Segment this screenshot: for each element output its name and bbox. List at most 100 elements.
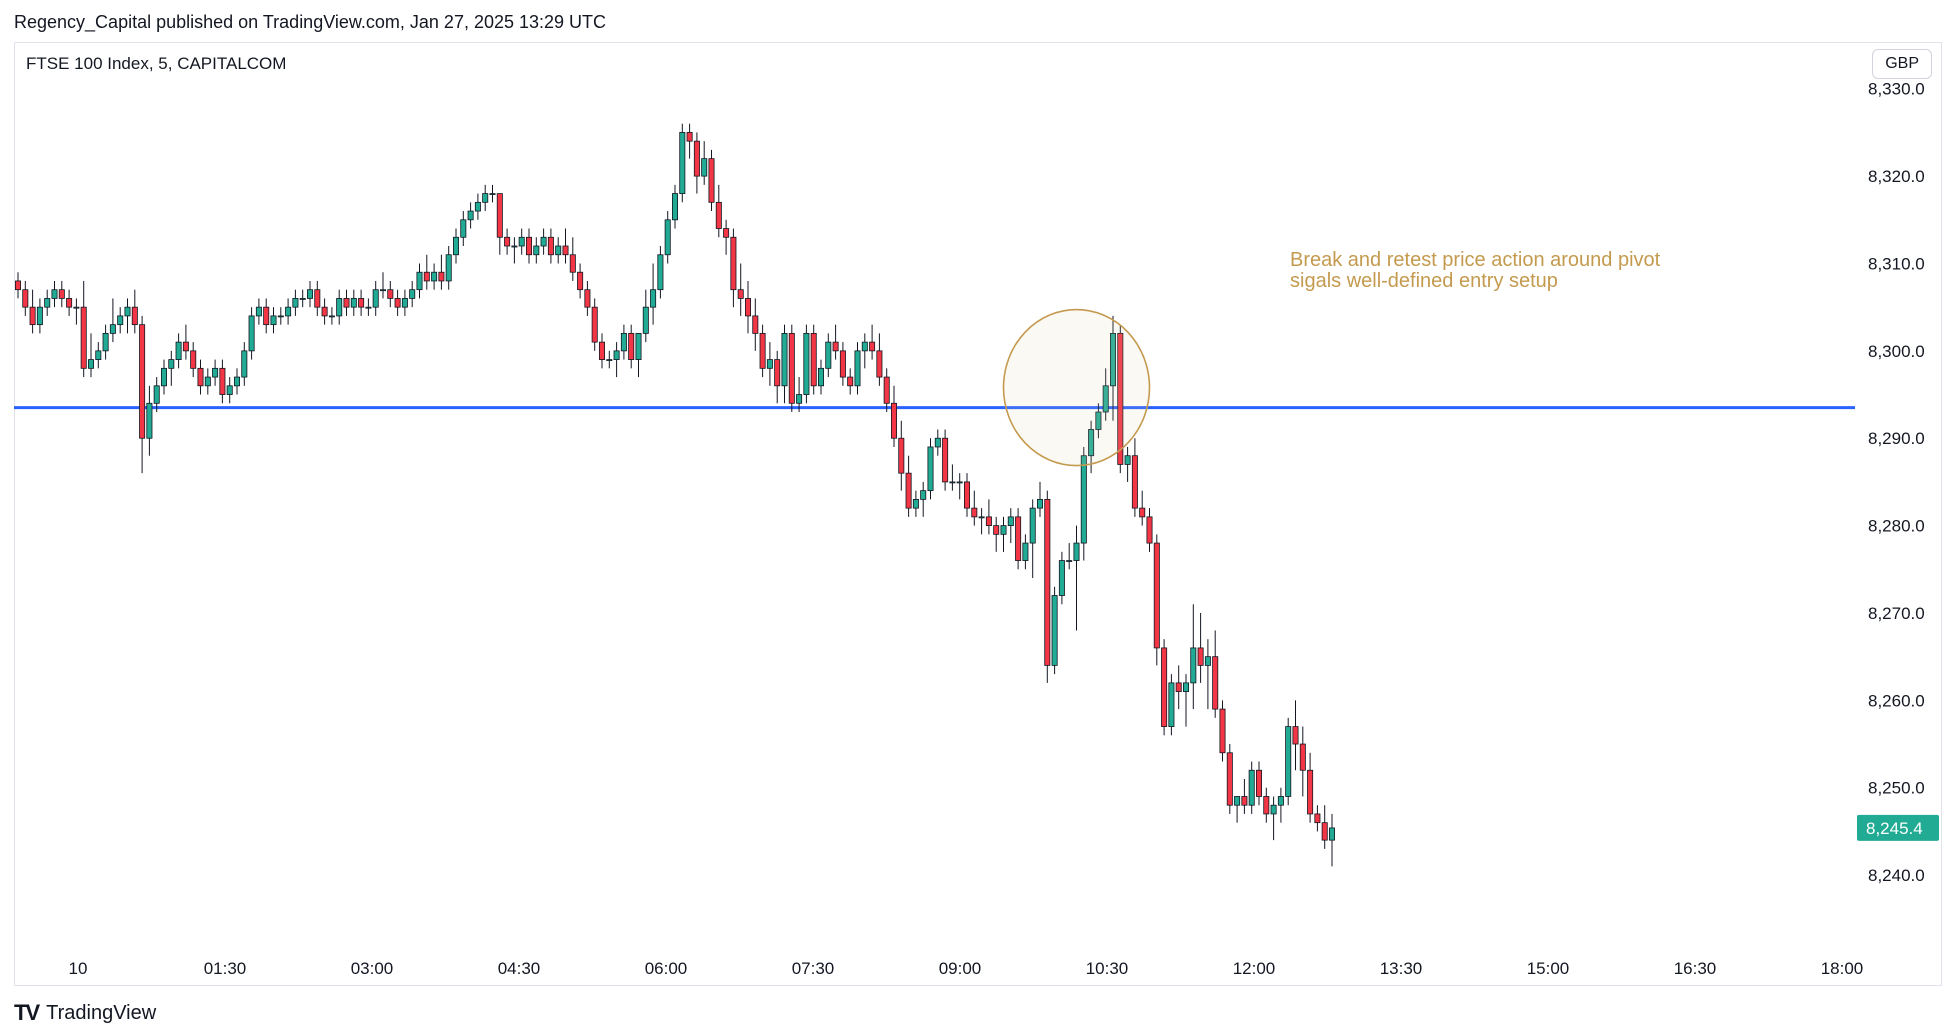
candle-body bbox=[1095, 411, 1102, 430]
candle-body bbox=[847, 376, 854, 387]
candle bbox=[701, 141, 708, 185]
candle bbox=[1248, 761, 1255, 814]
candle-body bbox=[255, 306, 262, 317]
candle bbox=[248, 307, 255, 360]
candle bbox=[803, 324, 810, 404]
candle bbox=[504, 228, 511, 255]
candle bbox=[1153, 534, 1160, 666]
candle-body bbox=[88, 359, 95, 369]
candle-body bbox=[759, 332, 766, 369]
candle bbox=[175, 333, 182, 369]
candle-body bbox=[752, 315, 759, 334]
candle bbox=[971, 490, 978, 526]
candle bbox=[891, 385, 898, 447]
candle-body bbox=[956, 481, 963, 484]
candle bbox=[314, 280, 321, 316]
candle-body bbox=[445, 254, 452, 282]
candle-body bbox=[839, 350, 846, 378]
candle bbox=[321, 298, 328, 325]
y-tick-label: 8,300.0 bbox=[1868, 342, 1925, 361]
candle-body bbox=[693, 140, 700, 177]
candle bbox=[1168, 674, 1175, 736]
candle-body bbox=[1124, 455, 1131, 465]
candle bbox=[526, 228, 533, 264]
candle-body bbox=[1029, 507, 1036, 544]
candle-body bbox=[1197, 647, 1204, 666]
candle bbox=[44, 289, 51, 316]
candle-body bbox=[912, 498, 919, 509]
candle-body bbox=[971, 507, 978, 518]
y-tick-label: 8,270.0 bbox=[1868, 604, 1925, 623]
candle bbox=[1256, 761, 1263, 806]
candle bbox=[985, 499, 992, 535]
candle bbox=[1226, 744, 1233, 814]
candle bbox=[1000, 516, 1007, 552]
candle-body bbox=[1051, 595, 1058, 666]
candle-body bbox=[270, 315, 277, 326]
candle bbox=[854, 342, 861, 395]
annotation-circle[interactable] bbox=[1002, 308, 1151, 467]
candle-body bbox=[686, 132, 693, 142]
candle bbox=[117, 307, 124, 334]
candle-body bbox=[358, 298, 365, 308]
candle-body bbox=[423, 271, 430, 282]
x-tick-label: 18:00 bbox=[1821, 959, 1864, 978]
candle-body bbox=[620, 332, 627, 352]
candle-body bbox=[124, 306, 131, 317]
candle-body bbox=[504, 236, 511, 247]
candle bbox=[1007, 508, 1014, 544]
candle-body bbox=[883, 376, 890, 404]
candle bbox=[270, 307, 277, 334]
candle bbox=[467, 202, 474, 229]
candle-body bbox=[467, 210, 474, 221]
candle bbox=[540, 228, 547, 255]
last-price-label: 8,245.4 bbox=[1866, 819, 1923, 838]
candle bbox=[350, 289, 357, 316]
candle-body bbox=[796, 394, 803, 404]
candle-body bbox=[73, 306, 80, 309]
candle bbox=[1299, 726, 1306, 797]
candle-body bbox=[978, 516, 985, 519]
candle bbox=[146, 385, 153, 456]
candle-body bbox=[306, 289, 313, 299]
y-tick-label: 8,260.0 bbox=[1868, 691, 1925, 710]
candle-body bbox=[1175, 682, 1182, 693]
candle bbox=[832, 324, 839, 360]
candle bbox=[1219, 700, 1226, 762]
currency-button[interactable]: GBP bbox=[1872, 49, 1932, 79]
candle bbox=[365, 298, 372, 316]
candle-body bbox=[379, 289, 386, 292]
candle bbox=[58, 280, 65, 308]
candle bbox=[912, 490, 919, 517]
candle bbox=[650, 263, 657, 325]
candle-body bbox=[197, 367, 204, 387]
candle bbox=[577, 263, 584, 299]
candle bbox=[277, 307, 284, 325]
candle bbox=[233, 368, 240, 395]
candle bbox=[1329, 813, 1336, 867]
candle-body bbox=[233, 376, 240, 387]
candle bbox=[212, 359, 219, 386]
candle bbox=[489, 184, 496, 203]
annotation-text-line[interactable]: sigals well-defined entry setup bbox=[1290, 270, 1558, 292]
candle bbox=[1051, 586, 1058, 675]
candle-body bbox=[650, 289, 657, 308]
candle-body bbox=[942, 437, 949, 483]
footer-brand[interactable]: TV TradingView bbox=[14, 1000, 156, 1026]
candle bbox=[285, 298, 292, 325]
candle bbox=[1183, 674, 1190, 727]
candle bbox=[358, 289, 365, 316]
candle bbox=[482, 184, 489, 212]
candle bbox=[416, 263, 423, 299]
candle-body bbox=[350, 298, 357, 308]
candle-body bbox=[825, 341, 832, 369]
candle bbox=[1073, 525, 1080, 631]
candle-body bbox=[788, 332, 795, 404]
candle bbox=[22, 280, 29, 316]
candle bbox=[1146, 508, 1153, 552]
annotation-text-line[interactable]: Break and retest price action around piv… bbox=[1290, 249, 1661, 271]
candle-body bbox=[1153, 542, 1160, 649]
candle-body bbox=[1102, 385, 1109, 413]
candle bbox=[197, 359, 204, 395]
